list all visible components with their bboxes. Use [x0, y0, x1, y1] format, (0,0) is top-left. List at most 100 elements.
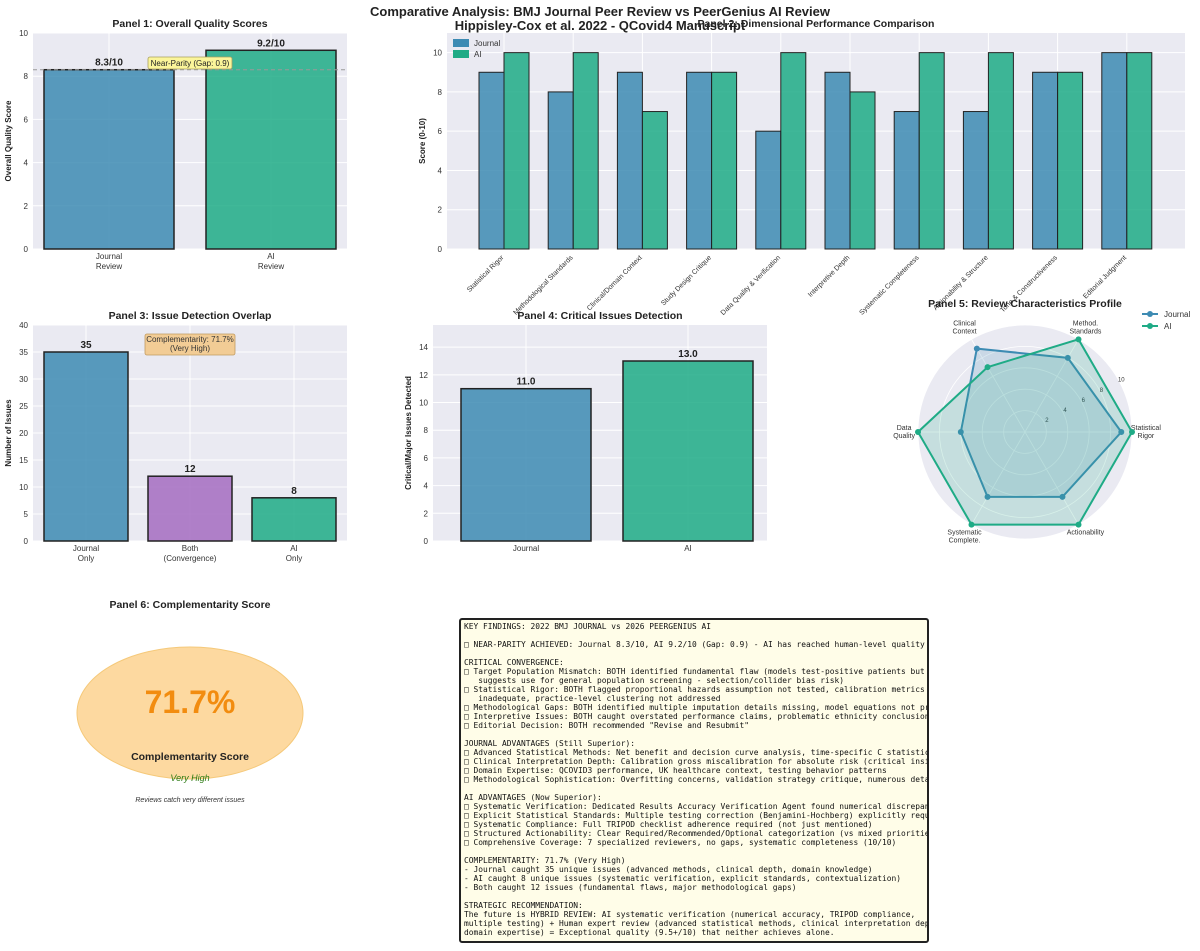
radar-spoke	[1024, 431, 1079, 525]
radar-point	[1075, 336, 1082, 343]
y-tick-label: 40	[19, 321, 28, 330]
findings-line	[464, 631, 924, 640]
figure-subtitle: Hippisley-Cox et al. 2022 - QCovid4 Manu…	[455, 18, 746, 33]
radar-point	[984, 493, 991, 500]
bar-ai	[849, 91, 876, 250]
bar-journal	[824, 71, 851, 250]
findings-line: suggests use for general population scre…	[464, 676, 845, 685]
bar-journal	[962, 111, 989, 250]
bar-journal	[1032, 71, 1059, 250]
radar-point	[968, 521, 975, 528]
findings-line: □ Domain Expertise: QCOVID3 performance,…	[464, 766, 887, 775]
findings-line	[464, 730, 924, 739]
bar-journal	[893, 111, 920, 250]
key-findings-box: KEY FINDINGS: 2022 BMJ JOURNAL vs 2026 P…	[459, 618, 929, 943]
data-label: 11.0	[517, 377, 536, 388]
y-tick-label: 12	[419, 371, 428, 380]
panel-3-issue-overlap: 0 5 10 15 20 25 30 35 40 Panel 3: Issue Detection…	[4, 310, 347, 563]
radar-category-label: Method. Standards	[1069, 320, 1101, 335]
legend-marker	[1147, 311, 1153, 317]
bar-ai	[1126, 52, 1153, 250]
x-tick-label: Interpretive Depth	[807, 254, 851, 298]
y-tick-label: 15	[19, 456, 28, 465]
x-tick-label: Journal Review	[96, 252, 122, 271]
bar-ai	[641, 111, 668, 250]
radar-category-label: Clinical Context	[952, 320, 976, 335]
legend-label: Journal	[1164, 310, 1190, 319]
y-axis-label: Overall Quality Score	[4, 100, 13, 181]
y-tick-label: 35	[19, 348, 28, 357]
bar	[205, 49, 337, 250]
annotation-text: Complementarity: 71.7% (Very High)	[146, 335, 234, 353]
legend-label: Journal	[474, 39, 500, 48]
legend-marker	[1147, 323, 1153, 329]
data-label: 12	[184, 464, 196, 475]
y-tick-label: 10	[19, 483, 28, 492]
findings-line	[464, 649, 924, 658]
radar-point	[973, 345, 980, 352]
y-axis-label: Score (0-10)	[418, 118, 427, 164]
radar-category-label: Data Quality	[893, 425, 915, 440]
bar-ai	[1057, 71, 1084, 250]
bar-journal	[1101, 52, 1128, 250]
findings-line: AI ADVANTAGES (Now Superior):	[464, 793, 602, 802]
bar-ai	[918, 52, 945, 250]
findings-line: multiple testing) + Human expert review …	[464, 919, 929, 928]
panel-title: Panel 3: Issue Detection Overlap	[109, 310, 272, 322]
x-tick-label: Systematic Completeness	[858, 254, 921, 317]
y-tick-label: 14	[419, 343, 428, 352]
bar	[147, 475, 233, 542]
y-tick-label: 8	[438, 88, 443, 97]
findings-line: STRATEGIC RECOMMENDATION:	[464, 901, 583, 910]
findings-line: □ Comprehensive Coverage: 7 specialized …	[464, 838, 897, 847]
panel-4-critical-issues: 0 2 4 6 8 10 12 14 Panel 4: Critical Issues Dete…	[404, 310, 767, 553]
bar	[622, 360, 754, 542]
findings-line	[464, 847, 924, 856]
findings-line: The future is HYBRID REVIEW: AI systemat…	[464, 910, 916, 919]
bar-journal	[755, 130, 782, 250]
radar-spoke	[971, 339, 1026, 433]
y-tick-label: 8	[424, 426, 429, 435]
radar-point	[984, 364, 991, 371]
y-tick-label: 6	[424, 454, 429, 463]
bar	[251, 497, 337, 542]
findings-line: - Both caught 12 issues (fundamental fla…	[464, 883, 797, 892]
findings-line: □ Structured Actionability: Clear Requir…	[464, 829, 929, 838]
y-tick-label: 0	[438, 245, 443, 254]
radar-tick-label: 6	[1082, 398, 1086, 404]
y-tick-label: 6	[438, 127, 443, 136]
bar-ai	[711, 71, 738, 250]
panel-title: Panel 4: Critical Issues Detection	[517, 310, 682, 322]
y-axis-label: Critical/Major Issues Detected	[404, 376, 413, 490]
radar-category-label: Actionability	[1067, 530, 1105, 537]
findings-line: □ Systematic Compliance: Full TRIPOD che…	[464, 820, 873, 829]
findings-line	[464, 892, 924, 901]
bar	[43, 68, 175, 250]
y-tick-label: 0	[424, 537, 429, 546]
radar-point	[1075, 521, 1082, 528]
findings-line: □ Methodological Gaps: BOTH identified m…	[464, 703, 929, 712]
x-tick-label: Journal	[513, 544, 539, 553]
radar-point	[915, 429, 921, 435]
y-tick-label: 6	[24, 115, 29, 124]
bar-ai	[572, 52, 599, 250]
y-tick-label: 10	[419, 399, 428, 408]
bar	[43, 351, 129, 542]
panel-title: Panel 5: Review Characteristics Profile	[928, 298, 1122, 310]
legend-swatch	[453, 50, 469, 58]
legend-label: AI	[474, 50, 482, 59]
y-tick-label: 4	[424, 482, 429, 491]
data-label: 13.0	[678, 349, 698, 360]
gauge-ellipse	[76, 646, 304, 780]
data-label: 9.2/10	[257, 38, 285, 49]
findings-line	[464, 784, 924, 793]
findings-line: - Journal caught 35 unique issues (advan…	[464, 865, 873, 874]
findings-line: □ Target Population Mismatch: BOTH ident…	[464, 667, 925, 676]
radar-tick-label: 4	[1063, 408, 1067, 414]
y-tick-label: 5	[24, 510, 29, 519]
panel-6-title: Panel 6: Complementarity Score	[109, 599, 270, 611]
y-tick-label: 20	[19, 429, 28, 438]
findings-line: inadequate, practice-level clustering no…	[464, 694, 721, 703]
radar-tick-label: 8	[1100, 388, 1104, 394]
data-label: 8	[291, 486, 297, 497]
